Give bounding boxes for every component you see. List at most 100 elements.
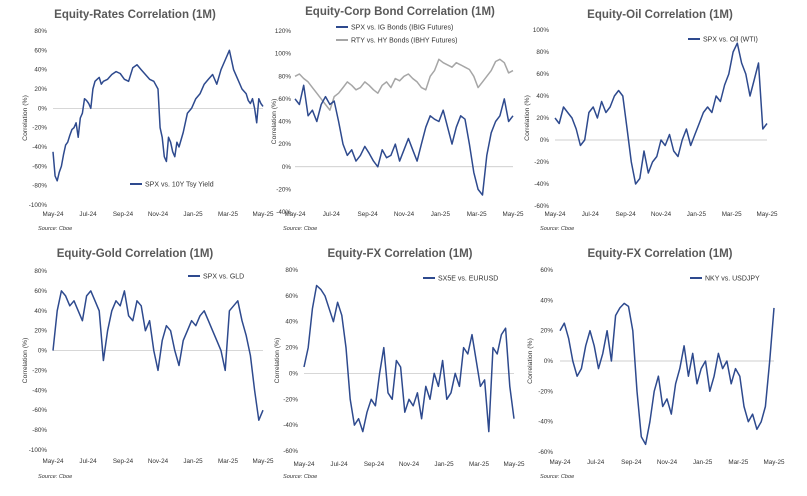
chart-title: Equity-Corp Bond Correlation (1M): [305, 6, 495, 18]
y-tick-label: 120%: [275, 28, 292, 35]
y-tick-label: -40%: [32, 387, 47, 394]
source-note: Source: Cboe: [540, 474, 574, 480]
x-tick-label: Nov-24: [148, 211, 169, 218]
y-tick-label: 80%: [278, 73, 291, 80]
series-line: [554, 42, 768, 185]
y-tick-label: 40%: [34, 67, 47, 74]
y-tick-label: -60%: [32, 163, 47, 170]
y-tick-label: 100%: [533, 27, 550, 34]
y-tick-label: 80%: [34, 28, 47, 35]
chart-panel-5: Equity-FX Correlation (1M) 80% 60% 40% 20% 0%…: [274, 248, 525, 480]
y-tick-label: -20%: [32, 125, 47, 132]
y-tick-label: 20%: [536, 115, 549, 122]
y-tick-label: -60%: [32, 407, 47, 414]
y-tick-label: -20%: [32, 367, 47, 374]
x-tick-label: May-25: [757, 211, 778, 218]
x-tick-label: Jul-24: [587, 459, 605, 466]
x-tick-label: Jul-24: [79, 458, 97, 465]
x-tick-label: Jan-25: [693, 459, 713, 466]
y-axis-label: Correlation (%): [274, 338, 281, 384]
y-axis-label: Correlation (%): [524, 95, 531, 141]
y-tick-label: 60%: [536, 71, 549, 78]
x-tick-label: May-24: [545, 211, 566, 218]
y-tick-label: -60%: [534, 203, 549, 210]
x-tick-label: Jul-24: [323, 211, 341, 218]
y-tick-label: 40%: [536, 93, 549, 100]
chart-title: Equity-Oil Correlation (1M): [587, 9, 733, 21]
y-axis-label: Correlation (%): [527, 338, 534, 384]
series-line: [303, 284, 515, 433]
y-tick-label: -40%: [276, 209, 291, 216]
x-tick-label: Mar-25: [218, 211, 238, 218]
x-tick-label: May-24: [294, 461, 315, 468]
x-tick-label: Mar-25: [467, 211, 487, 218]
source-note: Source: Cboe: [283, 474, 317, 480]
y-tick-label: 40%: [34, 308, 47, 315]
legend-label: SX5E vs. EURUSD: [438, 276, 498, 283]
x-tick-label: May-25: [504, 461, 525, 468]
x-tick-label: Nov-24: [657, 459, 678, 466]
chart-panel-6: Equity-FX Correlation (1M) 60% 40% 20% 0% -20…: [527, 248, 785, 480]
y-tick-label: 0%: [38, 105, 48, 112]
x-tick-label: May-24: [43, 211, 64, 218]
y-tick-label: 20%: [34, 86, 47, 93]
y-tick-label: 0%: [282, 164, 292, 171]
x-tick-label: May-24: [550, 459, 571, 466]
x-tick-label: May-25: [253, 458, 274, 465]
chart-title: Equity-Rates Correlation (1M): [54, 9, 216, 21]
y-tick-label: -40%: [534, 181, 549, 188]
x-tick-label: Jan-25: [687, 211, 707, 218]
x-tick-label: Mar-25: [722, 211, 742, 218]
y-tick-label: -20%: [534, 159, 549, 166]
y-tick-label: 60%: [540, 267, 553, 274]
series-line: [52, 290, 264, 421]
y-tick-label: -20%: [283, 396, 298, 403]
chart-panel-2: Equity-Corp Bond Correlation (1M) 120% 100…: [271, 6, 524, 232]
x-tick-label: Jul-24: [330, 461, 348, 468]
y-tick-label: 0%: [540, 137, 550, 144]
chart-title: Equity-Gold Correlation (1M): [57, 248, 214, 260]
x-tick-label: Sep-24: [616, 211, 637, 218]
x-tick-label: Jan-25: [431, 211, 451, 218]
y-tick-label: 40%: [540, 297, 553, 304]
x-tick-label: Mar-25: [728, 459, 748, 466]
chart-title: Equity-FX Correlation (1M): [327, 248, 472, 260]
x-tick-label: Sep-24: [358, 211, 379, 218]
x-tick-label: Sep-24: [364, 461, 385, 468]
x-tick-label: Jul-24: [582, 211, 600, 218]
y-tick-label: -20%: [276, 186, 291, 193]
x-tick-label: Nov-24: [399, 461, 420, 468]
y-tick-label: -80%: [32, 183, 47, 190]
y-axis-label: Correlation (%): [22, 338, 29, 384]
y-tick-label: 0%: [544, 358, 554, 365]
y-tick-label: 0%: [289, 370, 299, 377]
y-tick-label: -40%: [283, 422, 298, 429]
y-tick-label: 60%: [285, 293, 298, 300]
y-tick-label: -80%: [32, 427, 47, 434]
x-tick-label: Jan-25: [434, 461, 454, 468]
chart-panel-1: Equity-Rates Correlation (1M) 80% 60% 40% 20…: [22, 9, 274, 232]
y-tick-label: 40%: [285, 319, 298, 326]
x-tick-label: Mar-25: [469, 461, 489, 468]
y-axis-label: Correlation (%): [271, 99, 278, 145]
y-tick-label: 20%: [278, 141, 291, 148]
series-line: [52, 49, 264, 182]
x-tick-label: May-24: [43, 458, 64, 465]
y-tick-label: 80%: [285, 267, 298, 274]
y-tick-label: -60%: [538, 449, 553, 456]
legend-label: SPX vs. GLD: [203, 274, 244, 281]
x-tick-label: Sep-24: [621, 459, 642, 466]
chart-panel-3: Equity-Oil Correlation (1M) 100% 80% 60% 40%…: [524, 9, 778, 232]
y-tick-label: 20%: [285, 345, 298, 352]
y-tick-label: 60%: [34, 47, 47, 54]
x-tick-label: May-25: [764, 459, 785, 466]
y-tick-label: -40%: [32, 144, 47, 151]
y-tick-label: -20%: [538, 388, 553, 395]
legend-label: NKY vs. USDJPY: [705, 276, 760, 283]
y-tick-label: -60%: [283, 448, 298, 455]
y-tick-label: 20%: [540, 328, 553, 335]
y-tick-label: 40%: [278, 119, 291, 126]
legend-label: SPX vs. IG Bonds (IBIG Futures): [351, 25, 453, 32]
y-tick-label: 80%: [536, 49, 549, 56]
